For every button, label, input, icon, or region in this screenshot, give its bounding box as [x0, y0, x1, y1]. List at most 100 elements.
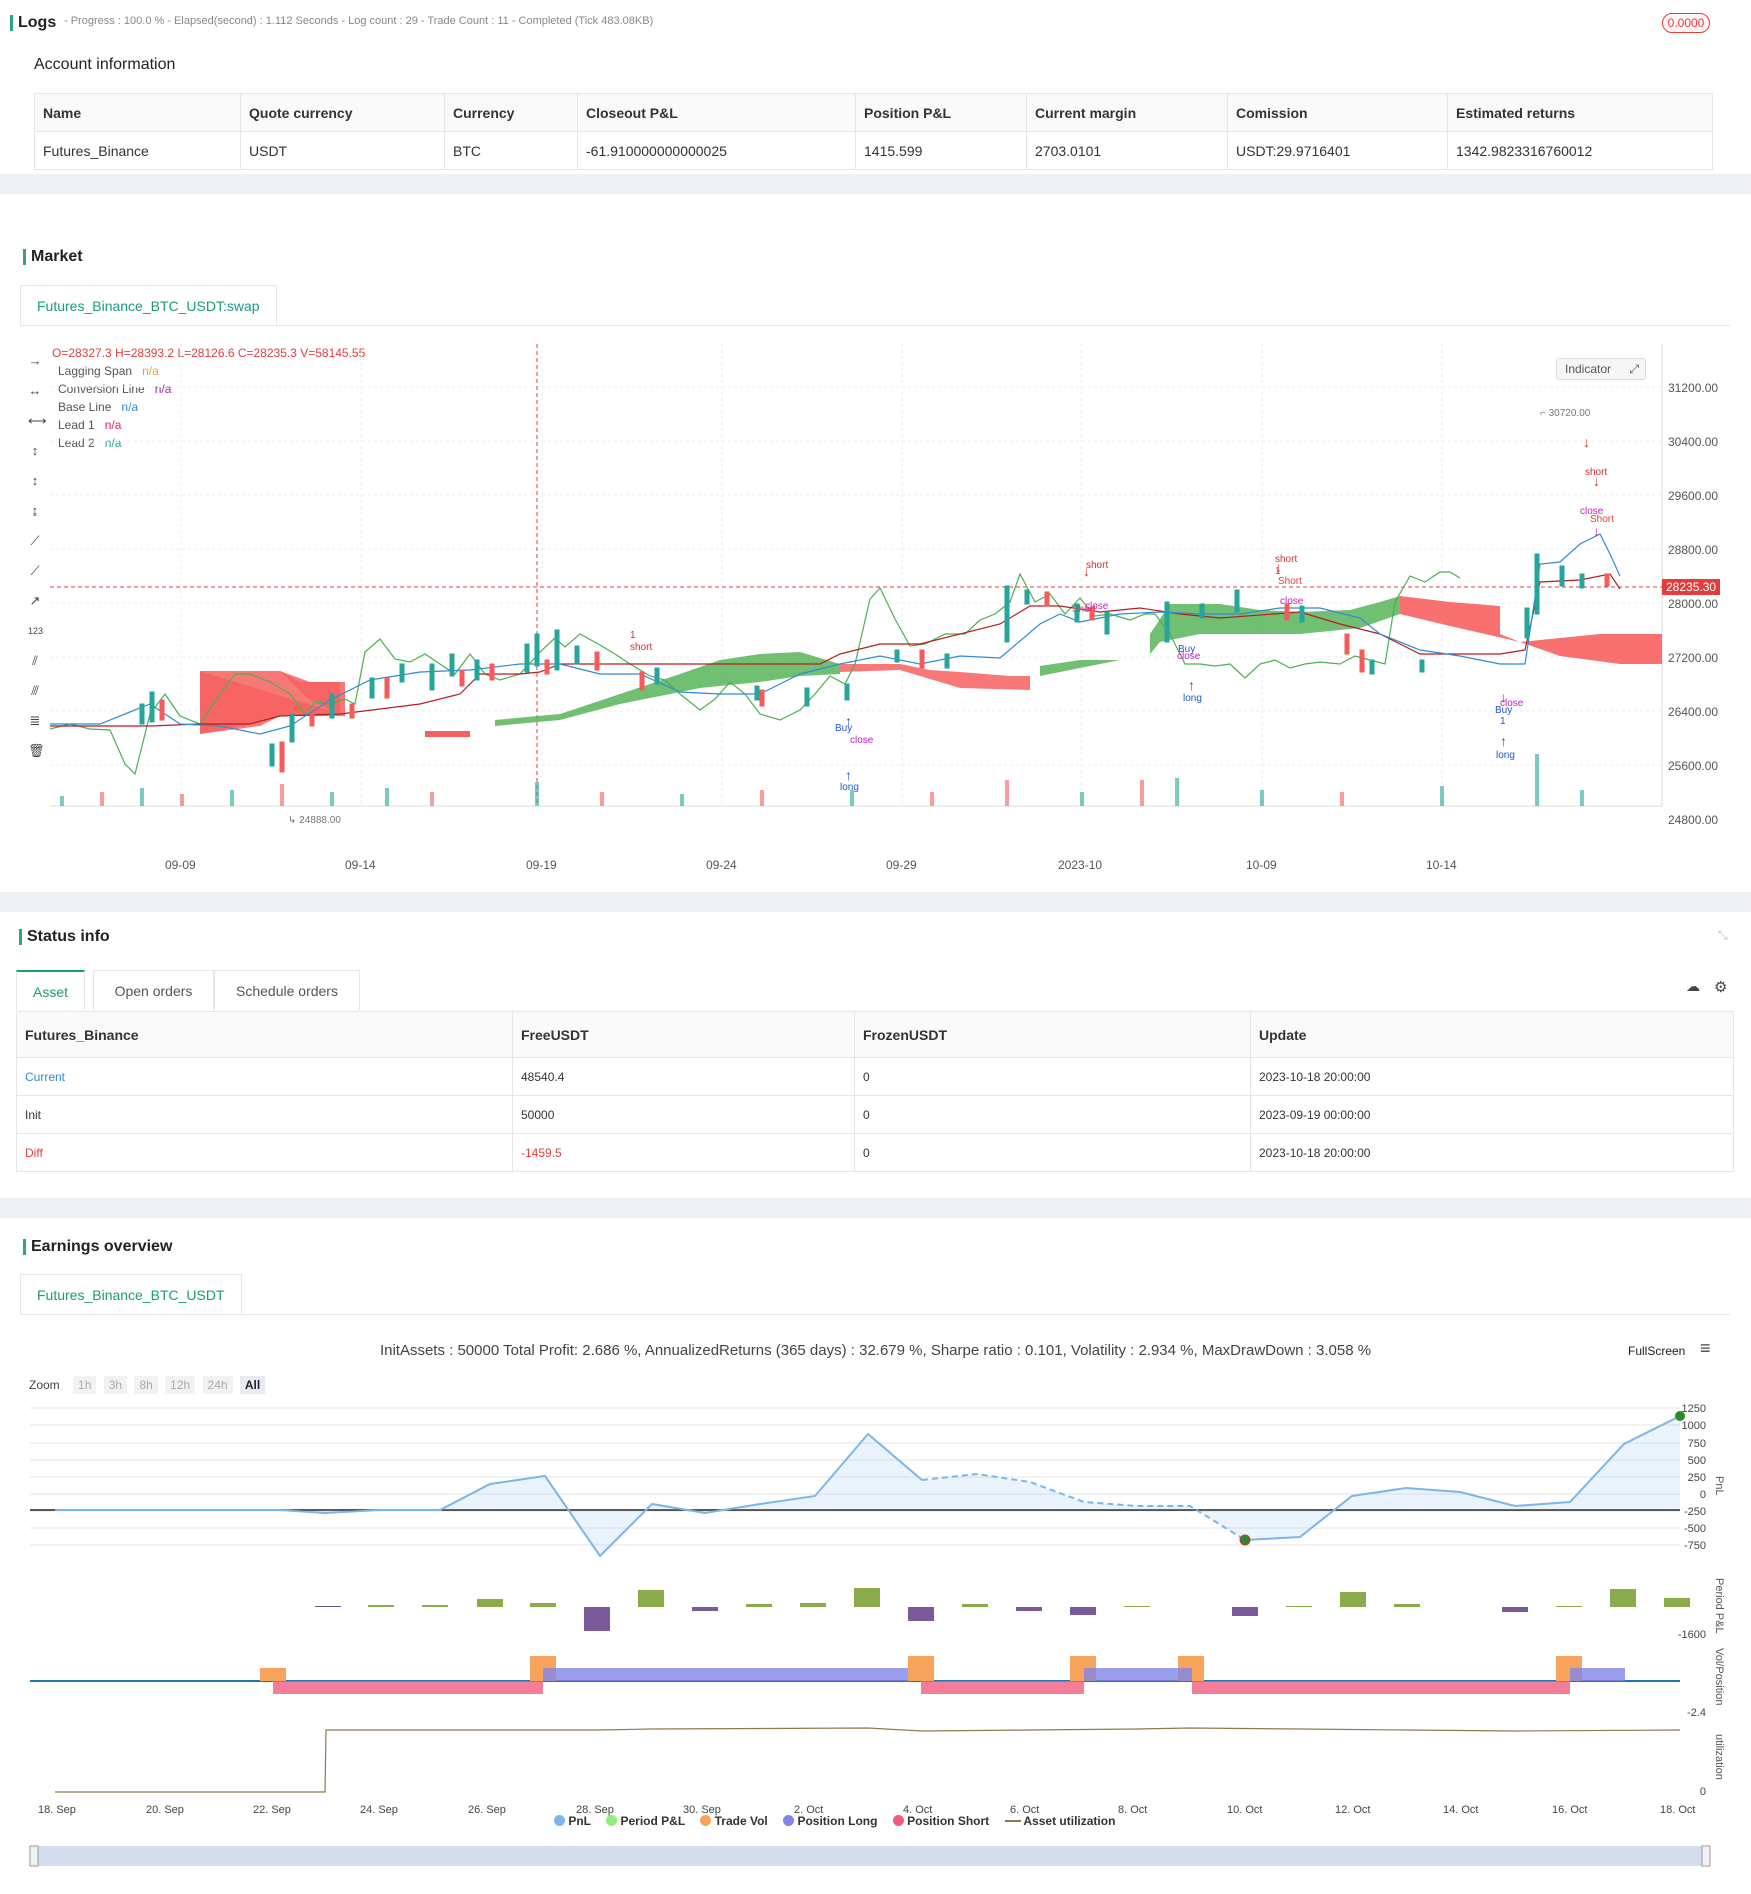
menu-icon[interactable]: ≡: [1700, 1338, 1711, 1358]
legend-item-position-long[interactable]: Position Long: [783, 1814, 877, 1828]
price-label-tool-icon[interactable]: 123: [28, 626, 44, 636]
status-title: Status info: [19, 928, 110, 945]
fullscreen-label: FullScreen: [1628, 1344, 1686, 1358]
table-cell: 0: [854, 1133, 1251, 1172]
tab-schedule-orders[interactable]: Schedule orders: [214, 970, 360, 1010]
legend-value: n/a: [104, 418, 122, 432]
legend-label: Trade Vol: [714, 1814, 768, 1828]
indicator-label: Indicator: [1565, 362, 1612, 376]
zoom-3h[interactable]: 3h: [103, 1376, 128, 1394]
earnings-chart: 18. Sep 20. Sep 22. Sep 24. Sep 26. Sep …: [29, 1403, 1725, 1867]
current-price-tag: 28235.30: [1662, 579, 1721, 595]
legend-item-period-pnl[interactable]: Period P&L: [606, 1814, 685, 1828]
table-cell: 50000: [512, 1095, 855, 1134]
table-row: Diff -1459.5 0 2023-10-18 20:00:00: [16, 1133, 1734, 1172]
table-cell: 2703.0101: [1026, 131, 1228, 170]
table-row: Init 50000 0 2023-09-19 00:00:00: [16, 1095, 1734, 1134]
tab-asset[interactable]: Asset: [16, 970, 86, 1010]
pnl-tick: 500: [1688, 1455, 1706, 1467]
horizontal-line-tool-icon[interactable]: →: [28, 353, 42, 368]
price-tick: 29600.00: [1668, 489, 1719, 503]
svg-text:long: long: [840, 782, 859, 793]
svg-text:↓: ↓: [1500, 689, 1507, 705]
axis-title: utilization: [1713, 1734, 1725, 1780]
parallel-channel-tool-icon[interactable]: ⫽: [32, 653, 38, 668]
price-tick: 30400.00: [1668, 435, 1719, 449]
zoom-24h[interactable]: 24h: [202, 1376, 233, 1394]
svg-text:↓: ↓: [1083, 563, 1090, 579]
pitchfork-tool-icon[interactable]: ⫻: [31, 683, 39, 698]
time-tick: 09-29: [886, 858, 917, 872]
period-tick: -1600: [1678, 1629, 1706, 1641]
legend-value: n/a: [121, 400, 139, 414]
svg-text:close: close: [1500, 698, 1524, 709]
pnl-tick: -750: [1684, 1540, 1706, 1552]
low-value: 24888.00: [299, 815, 341, 826]
zoom-8h[interactable]: 8h: [134, 1376, 158, 1394]
legend-item-asset-utilization[interactable]: Asset utilization: [1004, 1814, 1116, 1828]
arrow-line-tool-icon[interactable]: ↗: [29, 593, 41, 608]
legend-item-position-short[interactable]: Position Short: [892, 1814, 989, 1828]
market-section: Market Futures_Binance_BTC_USDT:swap → ↔…: [0, 194, 1751, 892]
indicator-button[interactable]: Indicator ⤢: [1556, 358, 1646, 380]
asset-table: Futures_Binance FreeUSDT FrozenUSDT Upda…: [16, 1011, 1734, 1172]
zoom-all[interactable]: All: [239, 1376, 266, 1394]
trash-icon[interactable]: 🗑: [28, 743, 45, 758]
table-cell: -61.910000000000025: [577, 131, 856, 170]
table-header: Futures_Binance: [16, 1011, 513, 1058]
zoom-1h[interactable]: 1h: [73, 1376, 97, 1394]
legend-name: Lead 1: [58, 418, 95, 432]
legend-item-trade-vol[interactable]: Trade Vol: [700, 1814, 768, 1828]
legend-label: Asset utilization: [1023, 1814, 1116, 1828]
table-header: Quote currency: [240, 93, 445, 132]
earnings-x-tick: 20. Sep: [146, 1804, 184, 1816]
table-cell: Current: [16, 1057, 513, 1096]
vertical-line-tool-icon[interactable]: ↕: [31, 443, 39, 458]
collapse-icon[interactable]: ⤡: [1718, 928, 1728, 942]
account-table: Name Quote currency Currency Closeout P&…: [34, 93, 1713, 170]
svg-text:1: 1: [1500, 716, 1506, 727]
cloud-download-icon[interactable]: ☁: [1686, 978, 1700, 994]
legend-label: PnL: [568, 1814, 591, 1828]
table-cell: BTC: [444, 131, 578, 170]
axis-title: Vol/Position: [1713, 1648, 1725, 1705]
table-cell: 1342.9823316760012: [1447, 131, 1713, 170]
status-section: Status info ⤡ Asset Open orders Schedule…: [0, 912, 1751, 1198]
tab-open-orders[interactable]: Open orders: [93, 970, 214, 1010]
gear-icon[interactable]: ⚙: [1714, 979, 1728, 996]
fib-tool-icon[interactable]: ≣: [29, 713, 41, 728]
table-cell: 2023-10-18 20:00:00: [1250, 1133, 1734, 1172]
axis-title: Period P&L: [1713, 1578, 1725, 1634]
svg-text:long: long: [1496, 750, 1515, 761]
zoom-12h[interactable]: 12h: [165, 1376, 196, 1394]
time-axis: 09-09 09-14 09-19 09-24 09-29 2023-10 10…: [0, 858, 1666, 878]
table-row: Current 48540.4 0 2023-10-18 20:00:00: [16, 1057, 1734, 1096]
logs-badge[interactable]: 0.0000: [1662, 13, 1710, 33]
price-tick: 28000.00: [1668, 597, 1719, 611]
extended-line-tool-icon[interactable]: ⟷: [28, 413, 47, 428]
svg-text:close: close: [1580, 506, 1604, 517]
vertical-segment-tool-icon[interactable]: ↨: [31, 503, 39, 518]
tab-earnings-symbol[interactable]: Futures_Binance_BTC_USDT: [20, 1274, 242, 1314]
table-cell: Init: [16, 1095, 513, 1134]
axis-title: PnL: [1713, 1476, 1725, 1496]
ray-line-tool-icon[interactable]: ⟋: [30, 563, 40, 578]
time-tick: 09-14: [345, 858, 376, 872]
expand-icon[interactable]: ⤢: [1629, 362, 1639, 376]
table-cell: Futures_Binance: [34, 131, 241, 170]
tab-market-symbol[interactable]: Futures_Binance_BTC_USDT:swap: [20, 285, 277, 325]
table-cell: 0: [854, 1095, 1251, 1134]
trend-line-tool-icon[interactable]: ⟋: [30, 533, 40, 548]
svg-text:1: 1: [630, 630, 636, 641]
fullscreen-button[interactable]: FullScreen: [1628, 1344, 1685, 1358]
legend-item-pnl[interactable]: PnL: [554, 1814, 591, 1828]
horizontal-ray-tool-icon[interactable]: ↔: [28, 383, 42, 398]
table-header: FreeUSDT: [512, 1011, 855, 1058]
svg-text:↓: ↓: [1593, 473, 1600, 489]
svg-text:close: close: [850, 735, 874, 746]
table-header: Comission: [1227, 93, 1448, 132]
table-header: Current margin: [1026, 93, 1228, 132]
vertical-ray-tool-icon[interactable]: ↕: [31, 473, 39, 488]
svg-text:Short: Short: [1590, 514, 1614, 525]
svg-text:close: close: [1085, 601, 1109, 612]
